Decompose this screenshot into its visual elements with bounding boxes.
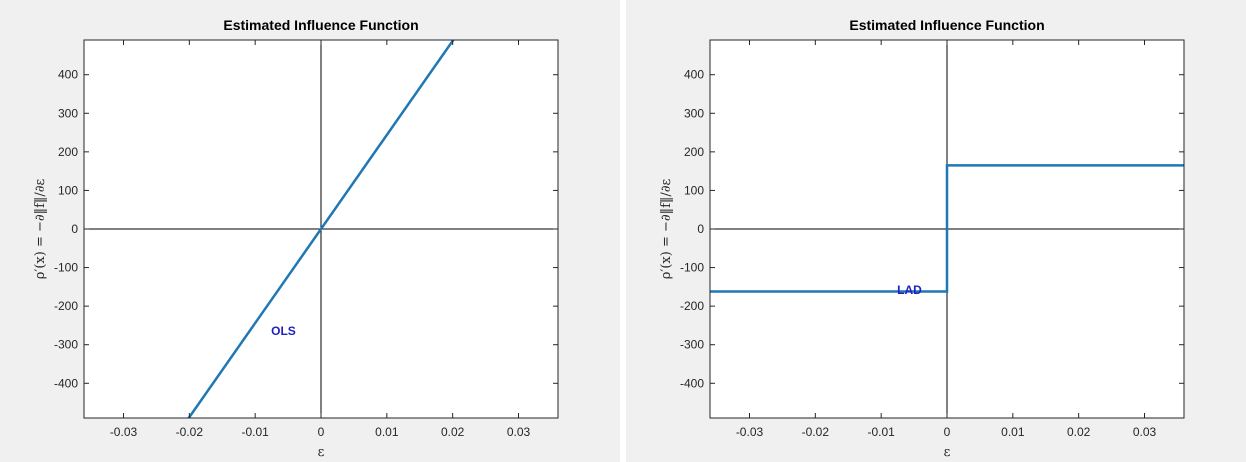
chart-title: Estimated Influence Function bbox=[849, 17, 1044, 33]
x-axis-label: ε bbox=[318, 445, 325, 460]
series-line-0 bbox=[710, 164, 1184, 293]
chart-panel-left: -0.03 -0.02 -0.01 0 0.01 0.02 0.03 400 300 200 100… bbox=[0, 0, 620, 462]
x-axis-label: ε bbox=[944, 445, 951, 460]
x-tick-label: -0.02 bbox=[802, 425, 830, 439]
y-axis-label: ρ′(x) = −∂‖f‖/∂ε bbox=[33, 178, 48, 279]
x-tick-label: 0.02 bbox=[441, 425, 465, 439]
x-tick-label: -0.01 bbox=[241, 425, 269, 439]
y-tick-label: -100 bbox=[54, 261, 78, 275]
x-tick-label: -0.03 bbox=[110, 425, 138, 439]
annotation-label: OLS bbox=[271, 324, 296, 338]
y-tick-label: 0 bbox=[697, 222, 704, 236]
x-tick-label: 0 bbox=[318, 425, 325, 439]
x-tick-label: 0 bbox=[944, 425, 951, 439]
y-tick-label: 200 bbox=[684, 145, 704, 159]
y-tick-label: -200 bbox=[680, 299, 704, 313]
x-tick-label: 0.01 bbox=[1001, 425, 1025, 439]
y-tick-label: -400 bbox=[54, 376, 78, 390]
influence-chart-ols: -0.03 -0.02 -0.01 0 0.01 0.02 0.03 400 300 200 100… bbox=[33, 17, 559, 460]
series-line-0 bbox=[187, 40, 455, 418]
y-tick-label: 0 bbox=[71, 222, 78, 236]
x-tick-label: 0.02 bbox=[1067, 425, 1091, 439]
y-tick-label: -200 bbox=[54, 299, 78, 313]
y-tick-label: 200 bbox=[58, 145, 78, 159]
y-tick-label: 300 bbox=[684, 106, 704, 120]
chart-panel-right: -0.03 -0.02 -0.01 0 0.01 0.02 0.03 400 300 200 100… bbox=[626, 0, 1246, 462]
annotation-label: LAD bbox=[897, 283, 922, 297]
y-tick-label: 300 bbox=[58, 106, 78, 120]
y-tick-label: 400 bbox=[58, 68, 78, 82]
x-tick-label: 0.01 bbox=[375, 425, 399, 439]
x-tick-label: 0.03 bbox=[1133, 425, 1157, 439]
y-tick-label: -400 bbox=[680, 376, 704, 390]
x-tick-label: -0.02 bbox=[176, 425, 204, 439]
y-tick-label: 100 bbox=[684, 183, 704, 197]
chart-title: Estimated Influence Function bbox=[223, 17, 418, 33]
x-tick-label: 0.03 bbox=[507, 425, 531, 439]
y-tick-label: -300 bbox=[54, 338, 78, 352]
y-tick-label: 400 bbox=[684, 68, 704, 82]
influence-chart-lad: -0.03 -0.02 -0.01 0 0.01 0.02 0.03 400 300 200 100… bbox=[659, 17, 1185, 460]
y-axis-label: ρ′(x) = −∂‖f‖/∂ε bbox=[659, 178, 674, 279]
y-tick-label: -300 bbox=[680, 338, 704, 352]
y-tick-label: 100 bbox=[58, 183, 78, 197]
x-tick-label: -0.03 bbox=[736, 425, 764, 439]
x-tick-label: -0.01 bbox=[867, 425, 895, 439]
y-tick-label: -100 bbox=[680, 261, 704, 275]
